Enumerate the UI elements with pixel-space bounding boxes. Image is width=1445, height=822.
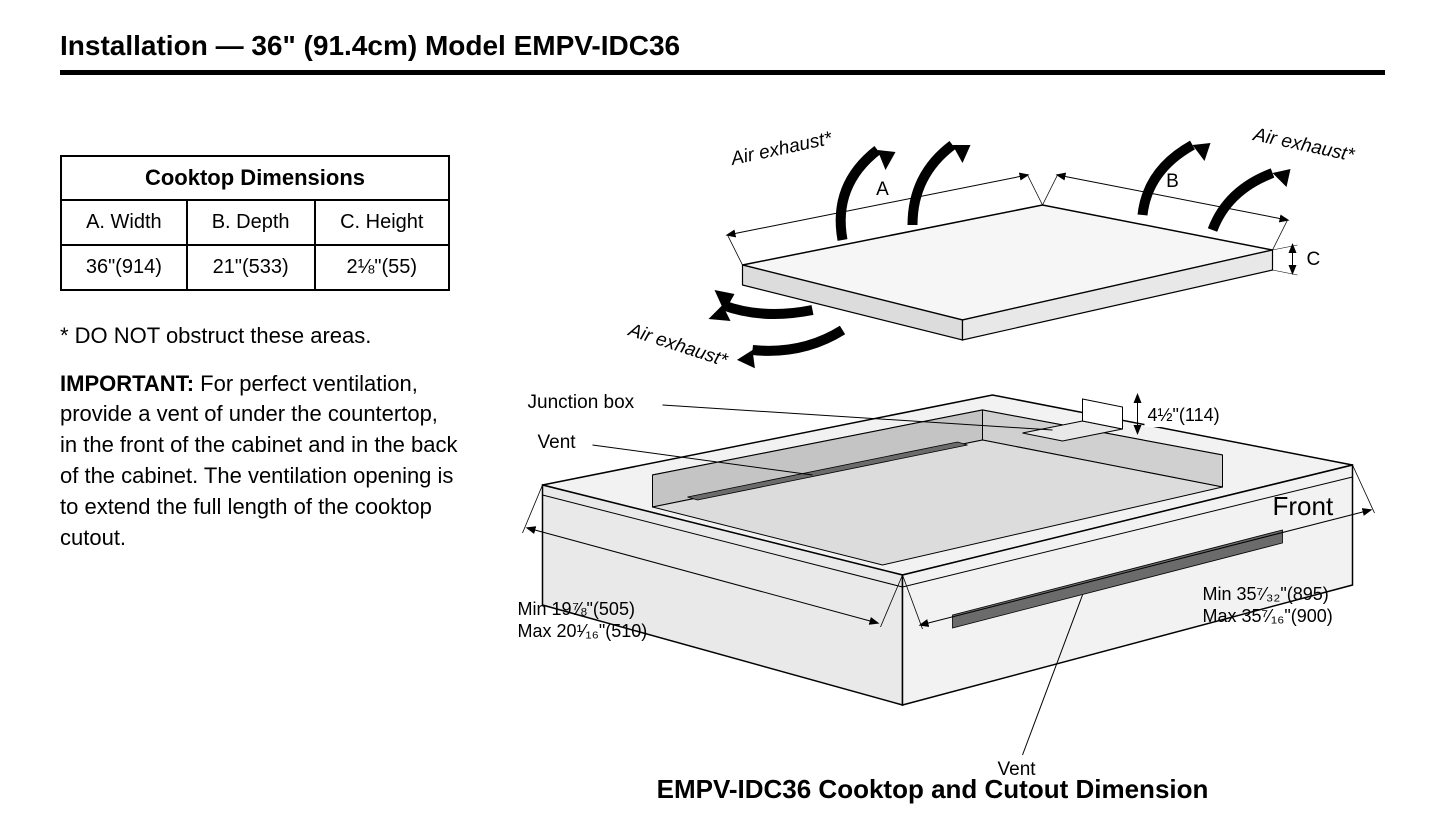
- label-depth-min: Min 19⅞"(505): [518, 599, 635, 619]
- val-height: 2⅛"(55): [315, 245, 449, 290]
- title-rule: [60, 70, 1385, 75]
- label-width-min: Min 35⁷⁄₃₂"(895): [1203, 584, 1329, 604]
- label-air-exhaust-3: Air exhaust*: [625, 319, 730, 371]
- label-A: A: [876, 179, 889, 200]
- page-title: Installation — 36" (91.4cm) Model EMPV-I…: [60, 30, 1385, 62]
- air-arrow-5: [723, 305, 813, 314]
- note-important: IMPORTANT: For perfect ventilation, prov…: [60, 369, 460, 554]
- val-depth: 21"(533): [187, 245, 315, 290]
- air-arrow-6: [753, 330, 843, 351]
- installation-diagram: A B C Air exhaust* Air exhaust*: [480, 95, 1385, 795]
- air-arrow-4: [1213, 173, 1273, 230]
- label-depth-max: Max 20¹⁄₁₆"(510): [518, 621, 648, 641]
- label-air-exhaust-2: Air exhaust*: [1250, 124, 1356, 166]
- val-width: 36"(914): [61, 245, 187, 290]
- diagram-column: A B C Air exhaust* Air exhaust*: [480, 95, 1385, 795]
- important-text: For perfect ventilation, provide a vent …: [60, 371, 458, 550]
- col-depth: B. Depth: [187, 200, 315, 245]
- label-B: B: [1166, 171, 1179, 192]
- label-front: Front: [1273, 491, 1334, 521]
- air-arrow-1: [841, 150, 878, 240]
- label-notch: 4½"(114): [1148, 405, 1220, 425]
- air-arrow-2: [913, 145, 953, 225]
- table-header: Cooktop Dimensions: [61, 156, 449, 200]
- left-column: Cooktop Dimensions A. Width B. Depth C. …: [60, 95, 460, 795]
- note-obstruct: * DO NOT obstruct these areas.: [60, 321, 460, 351]
- col-width: A. Width: [61, 200, 187, 245]
- label-vent-back: Vent: [538, 432, 577, 453]
- content-row: Cooktop Dimensions A. Width B. Depth C. …: [60, 95, 1385, 795]
- label-width-max: Max 35⁷⁄₁₆"(900): [1203, 606, 1333, 626]
- important-label: IMPORTANT:: [60, 371, 194, 396]
- dimensions-table: Cooktop Dimensions A. Width B. Depth C. …: [60, 155, 450, 291]
- label-C: C: [1307, 249, 1321, 270]
- label-air-exhaust-1: Air exhaust*: [728, 128, 834, 170]
- diagram-caption: EMPV-IDC36 Cooktop and Cutout Dimension: [657, 774, 1209, 805]
- label-junction: Junction box: [528, 392, 635, 413]
- col-height: C. Height: [315, 200, 449, 245]
